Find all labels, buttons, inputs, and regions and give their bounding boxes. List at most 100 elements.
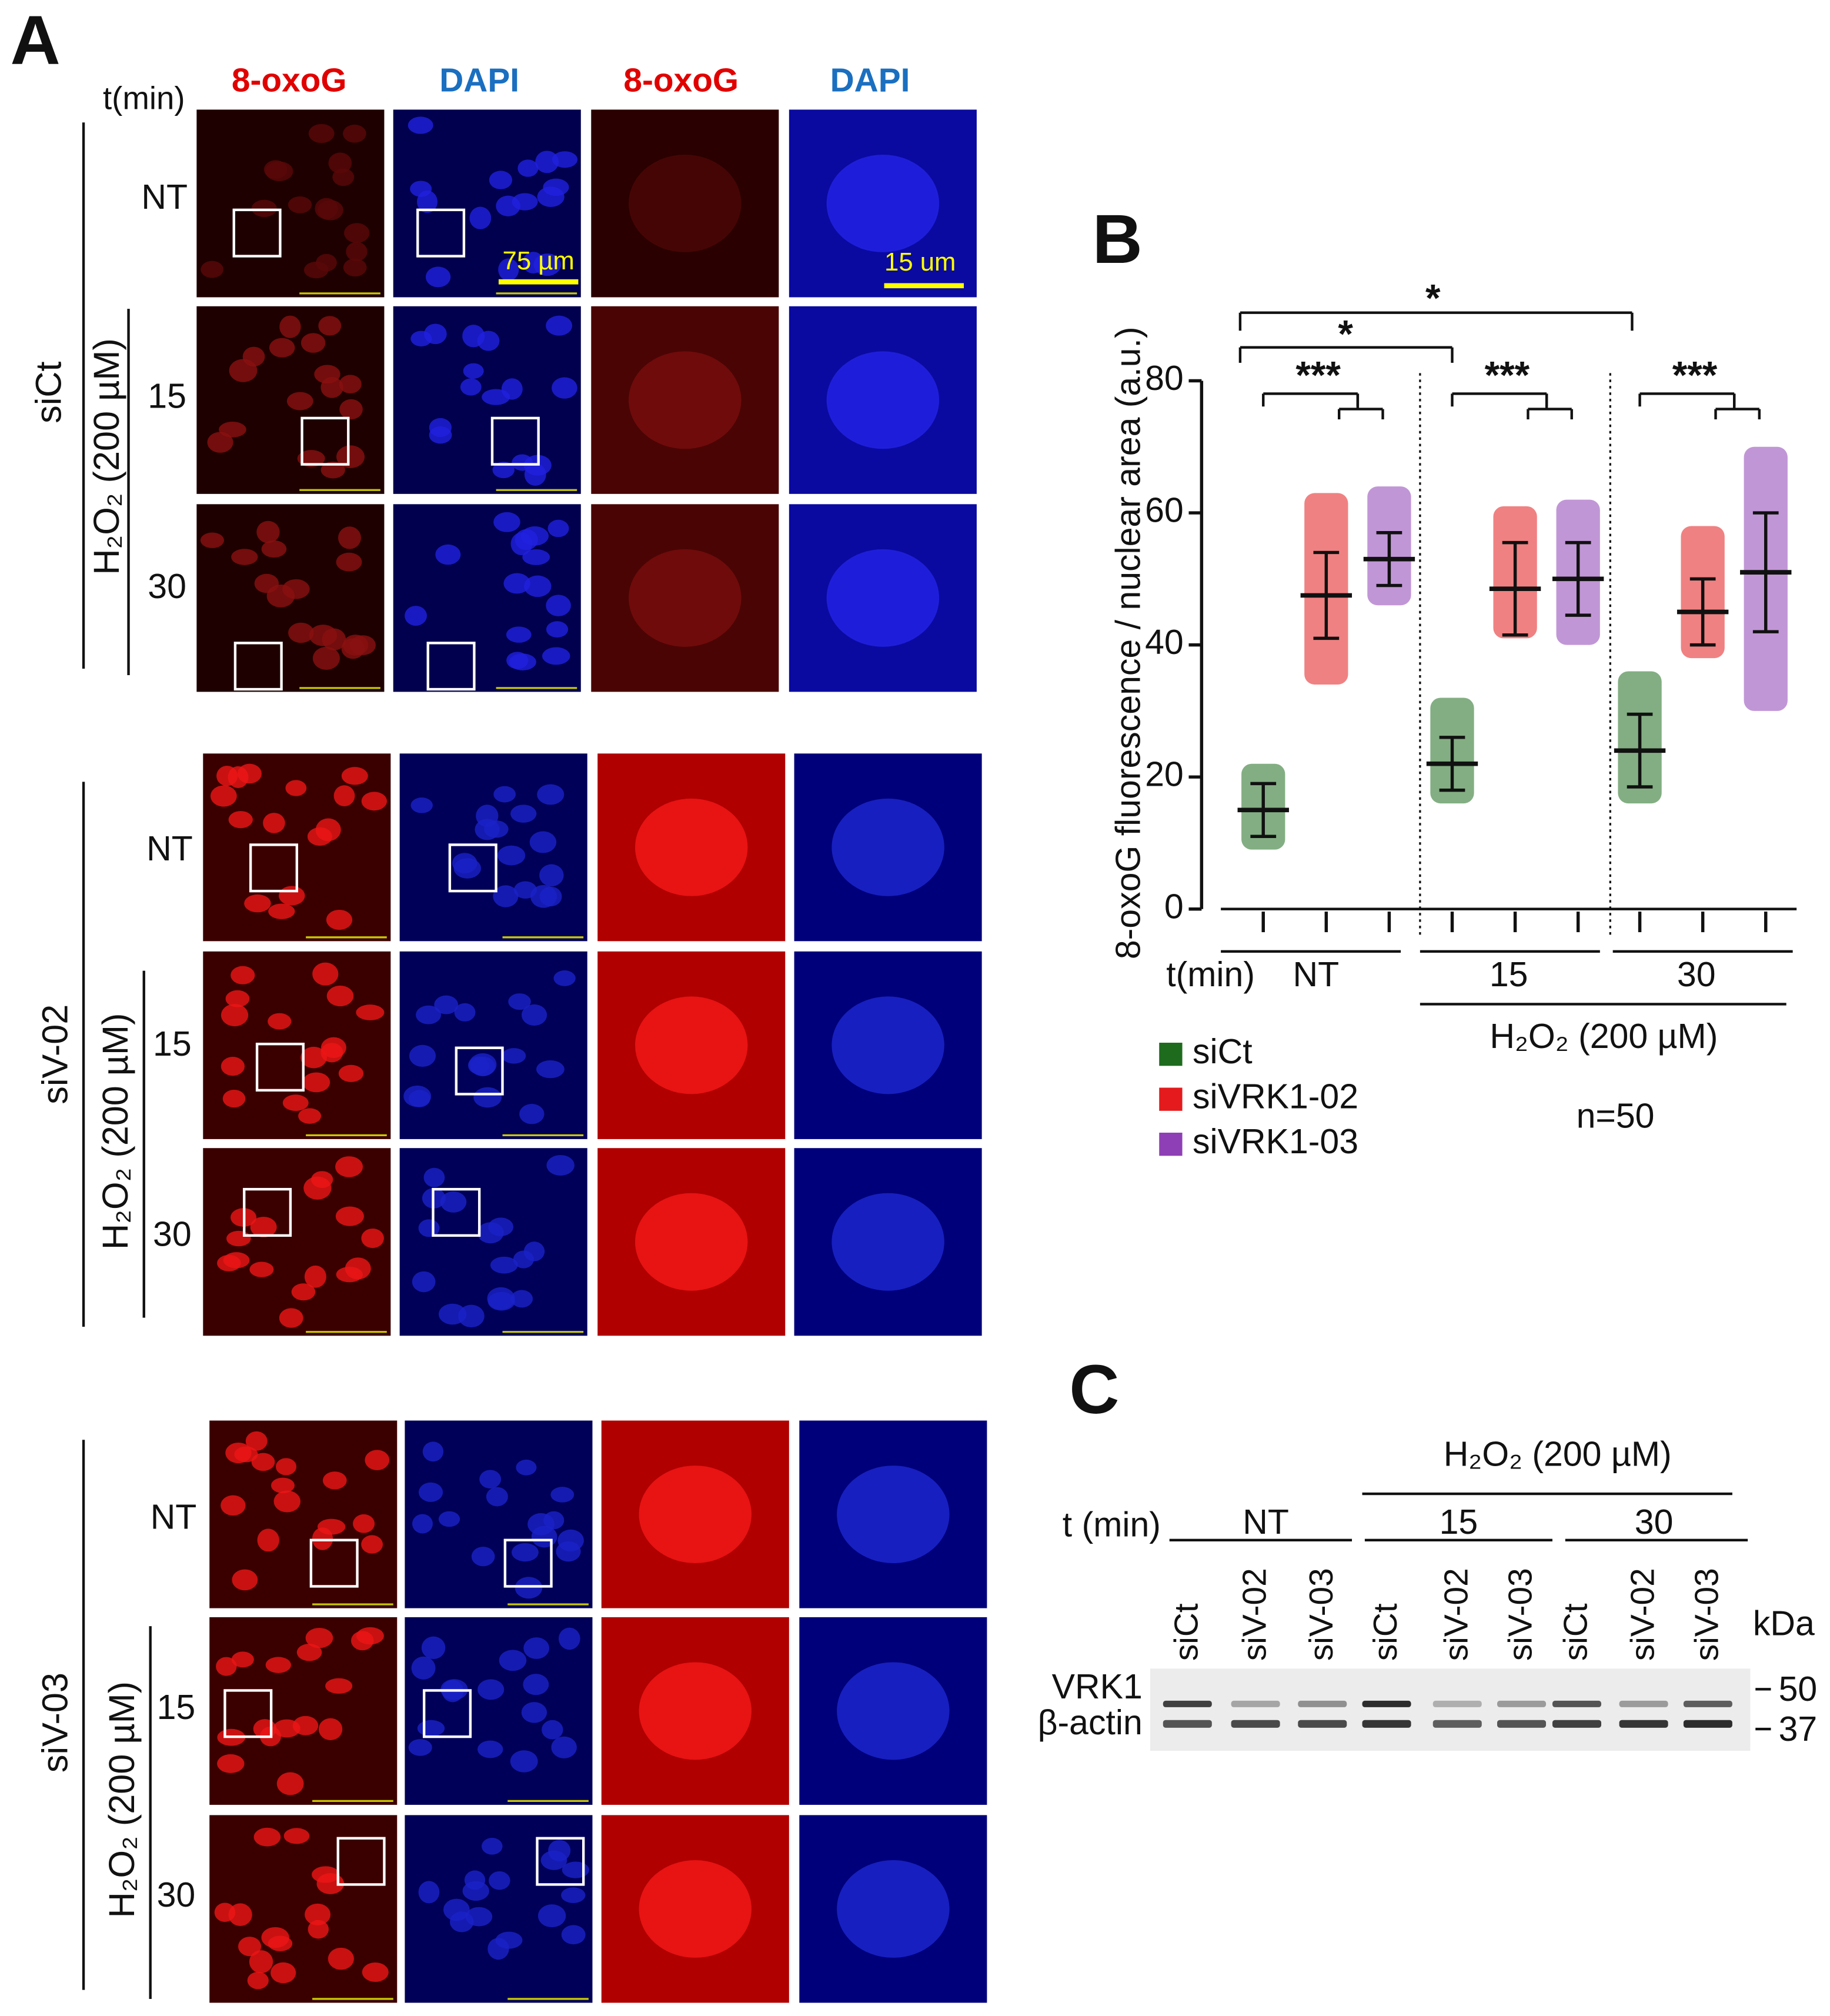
nucleus [268, 1013, 292, 1030]
band [1619, 1700, 1668, 1707]
y-tick-label: 0 [1164, 887, 1184, 926]
nucleus [253, 1827, 281, 1847]
inset-box [223, 1689, 273, 1738]
nucleus [629, 154, 742, 252]
nucleus [539, 864, 564, 887]
nucleus [826, 351, 940, 449]
nucleus [831, 1193, 944, 1291]
nucleus [826, 549, 940, 647]
inset-box [422, 1689, 472, 1738]
column-header: 8-oxoG [232, 62, 347, 99]
nucleus [250, 1216, 277, 1238]
nucleus [552, 377, 577, 399]
nucleus [513, 881, 537, 899]
nucleus [343, 124, 366, 143]
nucleus [547, 519, 569, 538]
scale-label: 75 µm [503, 246, 575, 275]
nucleus [307, 827, 332, 846]
nucleus [312, 962, 339, 986]
nucleus [245, 1431, 268, 1451]
nucleus [318, 1518, 346, 1535]
nucleus [353, 1514, 375, 1533]
nucleus [238, 1937, 262, 1957]
legend-label: siCt [1193, 1032, 1253, 1071]
nucleus [221, 1004, 249, 1027]
nucleus [561, 1925, 586, 1945]
nucleus [263, 813, 285, 833]
x-axis-title: t(min) [1166, 955, 1255, 994]
nucleus [529, 831, 557, 853]
nucleus [222, 1089, 246, 1108]
row-label: NT [151, 1497, 197, 1536]
nucleus [296, 1643, 322, 1661]
lane-label: siCt [1168, 1603, 1205, 1661]
nucleus [479, 1470, 502, 1489]
nucleus [322, 1471, 347, 1490]
row-label: 30 [153, 1215, 192, 1254]
nucleus [473, 1087, 502, 1108]
row-label: NT [146, 829, 193, 868]
nucleus [282, 1094, 309, 1112]
nucleus [318, 316, 342, 336]
nucleus [403, 1085, 432, 1107]
nucleus [510, 1290, 533, 1308]
nucleus [279, 886, 305, 906]
nucleus [285, 780, 307, 796]
nucleus [336, 445, 365, 469]
treatment-label: H₂O₂ (200 µM) [95, 1013, 135, 1250]
nucleus [332, 168, 355, 186]
nucleus [317, 200, 343, 221]
nucleus [533, 253, 562, 276]
inset-box [455, 1046, 504, 1096]
nucleus [422, 1441, 444, 1462]
nucleus [561, 1887, 586, 1903]
nucleus [635, 1193, 748, 1291]
nucleus [536, 1060, 565, 1079]
nucleus [232, 1569, 258, 1591]
nucleus [328, 1947, 354, 1970]
nucleus [410, 797, 433, 813]
nucleus [482, 389, 510, 405]
panel-label: C [1069, 1351, 1119, 1428]
row-label: 30 [157, 1875, 196, 1914]
nucleus [837, 1662, 950, 1760]
nucleus [512, 193, 538, 211]
nucleus [346, 242, 368, 262]
significance: * [1425, 276, 1441, 319]
nucleus [489, 1871, 510, 1890]
nucleus [304, 1265, 326, 1288]
nucleus [320, 461, 345, 479]
nucleus [543, 178, 569, 196]
nucleus [409, 1044, 436, 1067]
inset-box [300, 416, 350, 466]
nucleus [350, 1631, 374, 1651]
y-tick-label: 80 [1145, 359, 1184, 398]
nucleus [282, 579, 310, 599]
band [1432, 1700, 1482, 1707]
nucleus [249, 1950, 273, 1974]
x-tick-label: 15 [1490, 955, 1528, 994]
nucleus [271, 1962, 296, 1984]
group-label: siV-02 [35, 1004, 75, 1104]
significance: *** [1485, 353, 1530, 396]
nucleus [454, 1003, 476, 1022]
nucleus [257, 1528, 279, 1552]
nucleus [263, 160, 288, 179]
nucleus [416, 1005, 442, 1024]
nucleus [506, 626, 532, 643]
nucleus [497, 845, 526, 866]
nucleus [338, 1064, 364, 1082]
nucleus [558, 1627, 580, 1650]
nucleus [550, 1487, 575, 1503]
nucleus [228, 811, 253, 829]
nucleus [411, 1656, 436, 1680]
inset-box [426, 642, 476, 691]
nucleus [265, 1657, 291, 1673]
nucleus [521, 1004, 547, 1026]
band [1298, 1700, 1347, 1707]
legend-swatch [1159, 1132, 1183, 1156]
nucleus [546, 595, 571, 616]
inset-box [432, 1187, 481, 1237]
nucleus [226, 1230, 251, 1247]
